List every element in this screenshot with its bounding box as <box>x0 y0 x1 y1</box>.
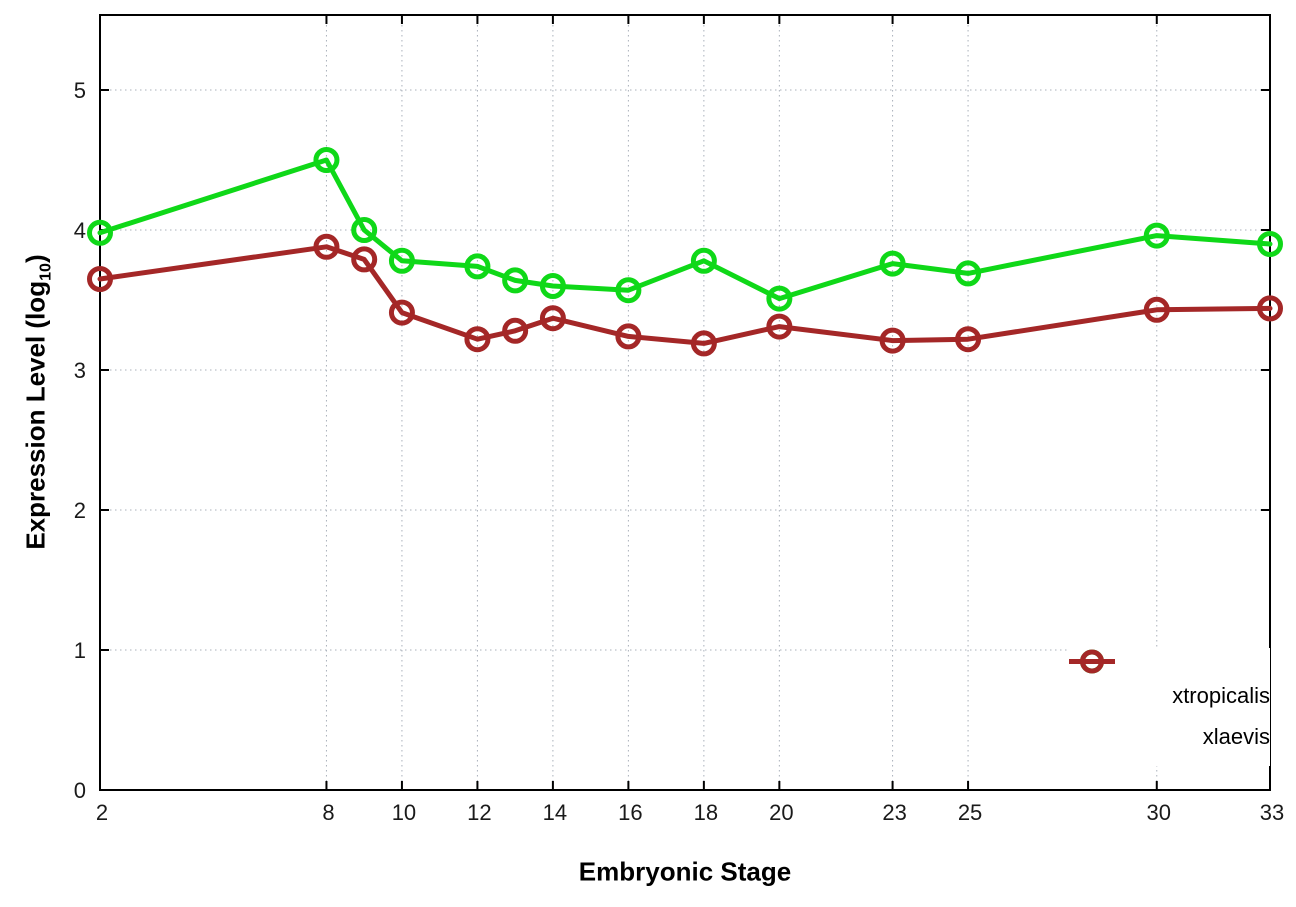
legend-label-xlaevis: xlaevis <box>1202 724 1270 749</box>
data-point-xtropicalis <box>313 147 340 173</box>
data-point-xlaevis <box>766 313 793 340</box>
x-tick-label: 14 <box>543 800 567 825</box>
data-point-xtropicalis <box>539 273 566 299</box>
legend: xtropicalis xlaevis <box>1068 648 1270 766</box>
y-tick-label: 4 <box>74 218 86 243</box>
x-tick-label: 18 <box>694 800 718 825</box>
data-point-xtropicalis <box>351 217 378 243</box>
data-point-xtropicalis <box>766 285 793 312</box>
y-tick-label: 3 <box>74 358 86 383</box>
data-point-xtropicalis <box>388 247 415 274</box>
data-point-xtropicalis <box>690 247 717 274</box>
y-tick-label: 1 <box>74 638 86 663</box>
series-line-xtropicalis <box>97 157 1273 302</box>
data-point-xlaevis <box>1257 295 1283 322</box>
data-point-xlaevis <box>388 299 415 326</box>
x-tick-label: 8 <box>322 800 334 825</box>
legend-item-xlaevis: xlaevis <box>1069 649 1270 750</box>
x-tick-label: 10 <box>392 800 416 825</box>
legend-marker-xlaevis-icon <box>1069 649 1115 674</box>
x-tick-label: 30 <box>1147 800 1171 825</box>
x-tick-label: 25 <box>958 800 982 825</box>
y-axis-title: Expression Level (log10) <box>21 254 56 549</box>
x-tick-label: 33 <box>1260 800 1284 825</box>
y-axis-title-suffix: ) <box>20 254 51 263</box>
data-point-xlaevis <box>539 305 566 332</box>
y-axis-title-text: Expression Level (log <box>20 280 51 550</box>
data-point-xtropicalis <box>1257 231 1283 257</box>
data-point-xlaevis <box>87 266 113 292</box>
x-tick-label: 20 <box>769 800 793 825</box>
data-point-xtropicalis <box>879 250 906 277</box>
data-point-xlaevis <box>1143 296 1170 323</box>
data-point-xlaevis <box>313 233 340 260</box>
y-tick-label: 0 <box>74 778 86 803</box>
data-point-xtropicalis <box>955 260 982 287</box>
x-tick-label: 12 <box>467 800 491 825</box>
x-tick-label: 16 <box>618 800 642 825</box>
data-point-xtropicalis <box>615 277 642 304</box>
data-point-xlaevis <box>464 326 491 353</box>
y-axis-title-subscript: 10 <box>36 263 55 281</box>
x-tick-label: 2 <box>96 800 108 825</box>
data-point-xlaevis <box>351 246 378 273</box>
data-point-xlaevis <box>955 326 982 353</box>
x-tick-label: 23 <box>882 800 906 825</box>
y-tick-label: 2 <box>74 498 86 523</box>
data-point-xtropicalis <box>87 219 113 246</box>
legend-label-xtropicalis: xtropicalis <box>1172 683 1270 708</box>
plot-border <box>99 14 1271 791</box>
data-point-xtropicalis <box>1143 222 1170 249</box>
data-point-xlaevis <box>879 327 906 354</box>
data-point-xlaevis <box>502 317 529 344</box>
legend-item-xtropicalis: xtropicalis <box>1069 649 1270 709</box>
y-tick-label: 5 <box>74 78 86 103</box>
data-point-xtropicalis <box>464 253 491 280</box>
x-axis-title: Embryonic Stage <box>578 856 792 887</box>
data-point-xtropicalis <box>502 267 529 294</box>
data-point-xlaevis <box>615 323 642 350</box>
series-line-xlaevis <box>97 244 1273 346</box>
data-point-xlaevis <box>690 330 717 357</box>
